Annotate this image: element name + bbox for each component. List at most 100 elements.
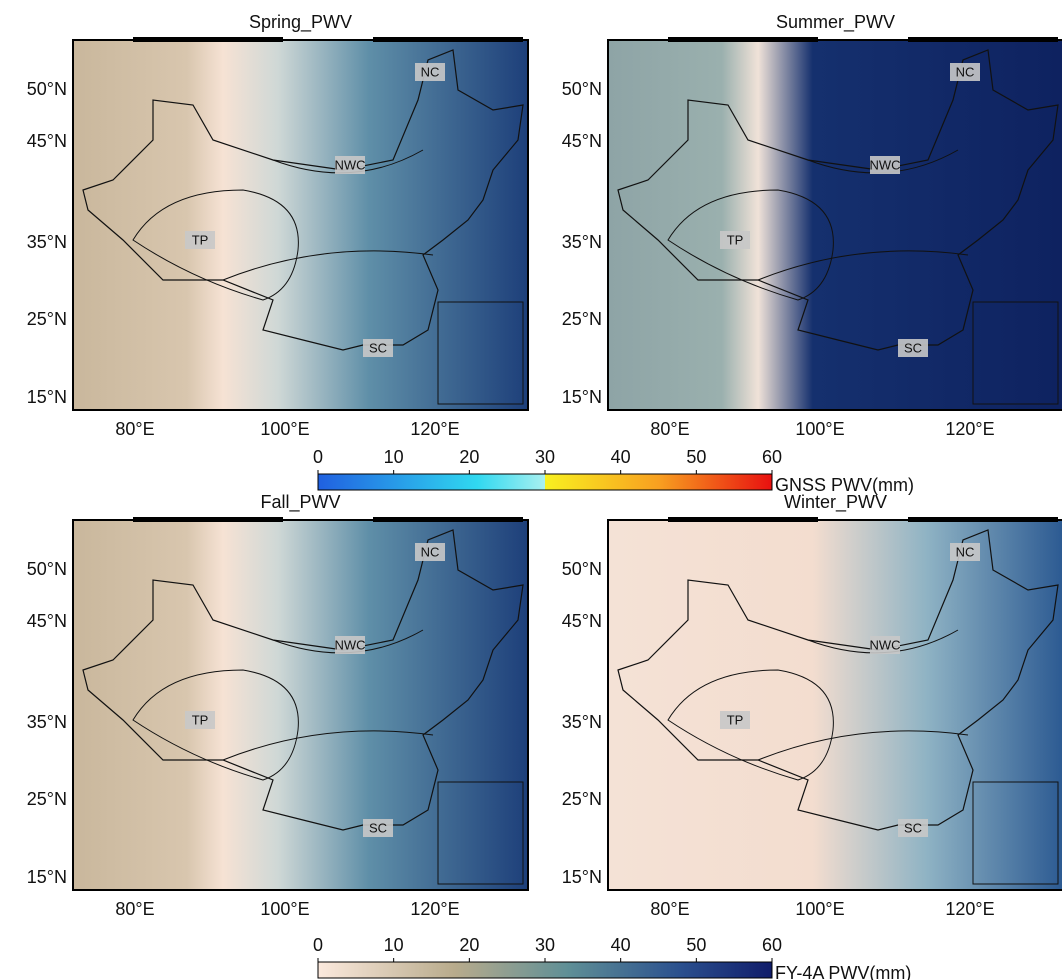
lon-label: 100°E bbox=[795, 899, 844, 919]
lat-label: 50°N bbox=[27, 559, 67, 579]
map-panel: Winter_PWV 50°N 45°N 35°N 25°N 15°N 80°E 100°E 1… bbox=[562, 492, 1062, 919]
lon-label: 120°E bbox=[945, 419, 994, 439]
colorbar: 0 10 20 30 40 50 60 GNSS PWV(mm) bbox=[313, 447, 914, 495]
frame-tick bbox=[908, 37, 1058, 42]
region-label: TP bbox=[192, 232, 209, 247]
colorbar-label: FY-4A PWV(mm) bbox=[775, 963, 911, 980]
inset-map bbox=[972, 781, 1059, 885]
lat-label: 35°N bbox=[562, 232, 602, 252]
lon-label: 80°E bbox=[115, 899, 154, 919]
lat-label: 15°N bbox=[27, 867, 67, 887]
lon-label: 100°E bbox=[795, 419, 844, 439]
lon-label: 80°E bbox=[650, 419, 689, 439]
lon-label: 120°E bbox=[945, 899, 994, 919]
region-label: NWC bbox=[334, 637, 365, 652]
lat-label: 45°N bbox=[562, 131, 602, 151]
colorbar-tick-label: 10 bbox=[384, 935, 404, 955]
lat-label: 15°N bbox=[27, 387, 67, 407]
lat-label: 15°N bbox=[562, 387, 602, 407]
region-boundary bbox=[132, 189, 299, 301]
region-boundary bbox=[667, 669, 834, 781]
colorbar-tick-label: 50 bbox=[686, 935, 706, 955]
map-background bbox=[608, 520, 1062, 890]
region-label-box bbox=[335, 636, 365, 654]
map-panel: Summer_PWV 50°N 45°N 35°N 25°N 15°N 80°E 100°E 1… bbox=[562, 12, 1062, 439]
region-label: NWC bbox=[869, 157, 900, 172]
region-boundary bbox=[667, 189, 834, 301]
lat-label: 45°N bbox=[27, 611, 67, 631]
region-label: TP bbox=[727, 232, 744, 247]
colorbar-tick-label: 0 bbox=[313, 935, 323, 955]
frame-tick bbox=[133, 517, 283, 522]
country-outline bbox=[617, 529, 1059, 831]
region-label: SC bbox=[369, 340, 387, 355]
region-boundary bbox=[132, 669, 299, 781]
frame-tick bbox=[668, 517, 818, 522]
map-panel: Spring_PWV 50°N 45°N 35°N 25°N 15°N 80°E 100°E 1… bbox=[27, 12, 529, 439]
lat-label: 35°N bbox=[27, 712, 67, 732]
region-label-box bbox=[415, 63, 445, 81]
region-label-box bbox=[898, 819, 928, 837]
region-label-box bbox=[950, 543, 980, 561]
lat-label: 50°N bbox=[27, 79, 67, 99]
frame-tick bbox=[908, 517, 1058, 522]
lon-label: 120°E bbox=[410, 419, 459, 439]
country-outline bbox=[617, 49, 1059, 351]
map-background bbox=[608, 40, 1062, 410]
region-label-box bbox=[185, 711, 215, 729]
lat-label: 50°N bbox=[562, 559, 602, 579]
region-label: SC bbox=[904, 340, 922, 355]
region-label-box bbox=[415, 543, 445, 561]
region-label-box bbox=[870, 636, 900, 654]
colorbar-tick-label: 20 bbox=[459, 447, 479, 467]
colorbar-label: GNSS PWV(mm) bbox=[775, 475, 914, 495]
region-label-box bbox=[898, 339, 928, 357]
lat-label: 45°N bbox=[562, 611, 602, 631]
country-outline bbox=[82, 49, 524, 351]
panel-title: Spring_PWV bbox=[249, 12, 352, 33]
lon-label: 100°E bbox=[260, 419, 309, 439]
region-label: SC bbox=[369, 820, 387, 835]
colorbar-tick-label: 30 bbox=[535, 447, 555, 467]
colorbar-tick-label: 10 bbox=[384, 447, 404, 467]
colorbar-tick-label: 0 bbox=[313, 447, 323, 467]
colorbar-tick-label: 40 bbox=[611, 447, 631, 467]
region-label: NC bbox=[956, 544, 975, 559]
map-frame bbox=[607, 519, 1062, 891]
map-frame bbox=[72, 519, 529, 891]
lat-label: 25°N bbox=[27, 789, 67, 809]
lat-label: 25°N bbox=[562, 789, 602, 809]
frame-tick bbox=[373, 37, 523, 42]
lat-label: 35°N bbox=[27, 232, 67, 252]
lat-label: 15°N bbox=[562, 867, 602, 887]
lon-label: 80°E bbox=[650, 899, 689, 919]
panel-title: Summer_PWV bbox=[776, 12, 895, 33]
country-outline bbox=[82, 529, 524, 831]
region-label: NC bbox=[956, 64, 975, 79]
lat-label: 50°N bbox=[562, 79, 602, 99]
region-label: NC bbox=[421, 544, 440, 559]
frame-tick bbox=[668, 37, 818, 42]
lat-label: 35°N bbox=[562, 712, 602, 732]
lon-label: 100°E bbox=[260, 899, 309, 919]
region-label: TP bbox=[727, 712, 744, 727]
region-label-box bbox=[950, 63, 980, 81]
region-label-box bbox=[335, 156, 365, 174]
map-frame bbox=[72, 39, 529, 411]
region-label: SC bbox=[904, 820, 922, 835]
lon-label: 120°E bbox=[410, 899, 459, 919]
map-frame bbox=[607, 39, 1062, 411]
colorbar-tick-label: 60 bbox=[762, 935, 782, 955]
lat-label: 25°N bbox=[562, 309, 602, 329]
map-background bbox=[73, 40, 528, 410]
colorbar: 0 10 20 30 40 50 60 FY-4A PWV(mm) bbox=[313, 935, 911, 980]
colorbar-tick-label: 30 bbox=[535, 935, 555, 955]
region-label: TP bbox=[192, 712, 209, 727]
colorbar-tick-label: 50 bbox=[686, 447, 706, 467]
panel-title: Fall_PWV bbox=[260, 492, 340, 513]
inset-map bbox=[972, 301, 1059, 405]
colorbar-tick-label: 40 bbox=[611, 935, 631, 955]
colorbar-tick-label: 60 bbox=[762, 447, 782, 467]
region-label: NC bbox=[421, 64, 440, 79]
